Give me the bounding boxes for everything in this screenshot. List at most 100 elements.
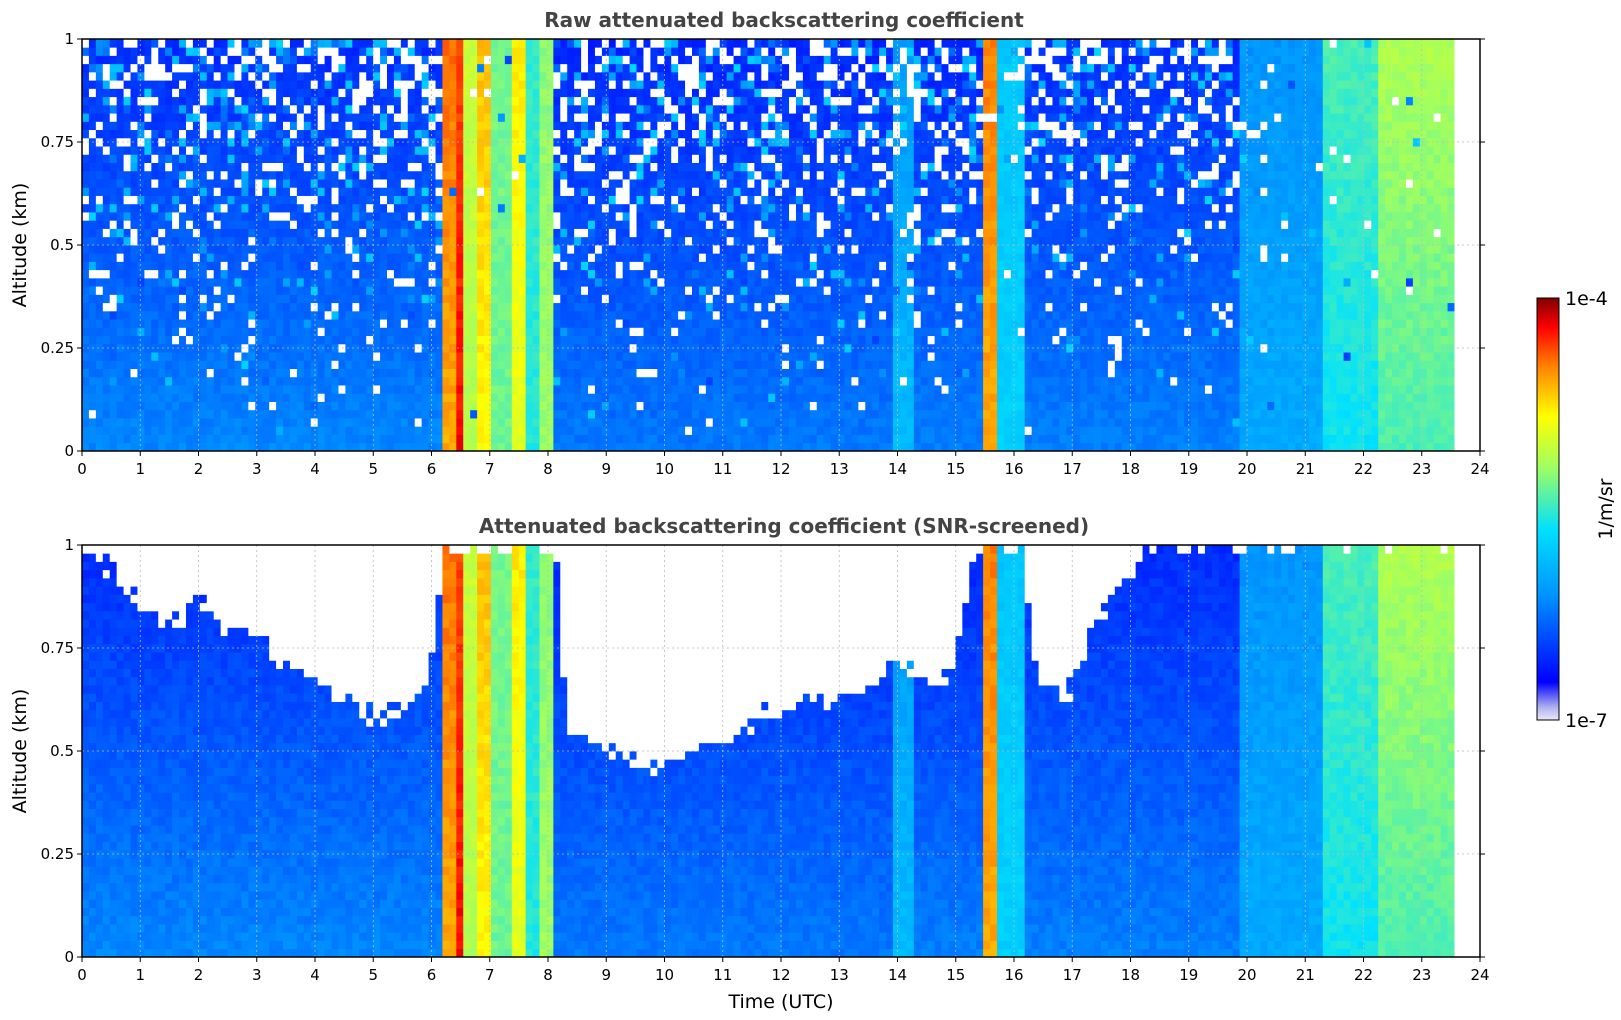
heatmap-cell: [400, 286, 409, 295]
heatmap-cell: [685, 261, 693, 271]
heatmap-cell: [615, 71, 624, 81]
heatmap-cell: [317, 310, 326, 320]
heatmap-cell: [213, 401, 222, 411]
heatmap-cell: [324, 104, 332, 114]
heatmap-cell: [435, 47, 443, 56]
heatmap-cell: [560, 409, 568, 419]
heatmap-cell: [428, 55, 436, 65]
heatmap-cell: [497, 442, 506, 452]
heatmap-cell: [199, 352, 208, 361]
heatmap-cell: [387, 113, 395, 122]
heatmap-cell: [643, 212, 651, 221]
heatmap-cell: [504, 146, 513, 155]
heatmap-cell: [553, 442, 561, 452]
heatmap-cell: [269, 261, 277, 271]
heatmap-cell: [588, 294, 596, 304]
heatmap-cell: [82, 327, 90, 337]
heatmap-cell: [705, 393, 714, 402]
heatmap-cell: [172, 39, 180, 48]
heatmap-cell: [317, 385, 326, 394]
heatmap-cell: [525, 310, 533, 320]
heatmap-cell: [449, 393, 457, 402]
heatmap-cell: [428, 129, 436, 139]
heatmap-cell: [608, 212, 617, 221]
heatmap-cell: [435, 294, 443, 304]
heatmap-cell: [414, 121, 423, 131]
heatmap-cell: [691, 80, 700, 89]
heatmap-cell: [255, 154, 263, 163]
heatmap-cell: [664, 327, 672, 337]
heatmap-cell: [241, 360, 249, 369]
heatmap-cell: [393, 129, 402, 139]
heatmap-cell: [102, 376, 111, 386]
heatmap-cell: [484, 146, 492, 155]
heatmap-cell: [691, 294, 700, 304]
heatmap-cell: [650, 228, 658, 238]
heatmap-cell: [511, 360, 520, 369]
heatmap-cell: [338, 187, 346, 196]
heatmap-cell: [761, 426, 769, 435]
heatmap-cells: [82, 39, 1469, 452]
heatmap-cell: [574, 294, 582, 304]
heatmap-cell: [685, 129, 693, 139]
heatmap-cell: [726, 212, 734, 221]
heatmap-cell: [726, 376, 734, 386]
heatmap-cell: [296, 113, 305, 122]
heatmap-cell: [130, 426, 138, 435]
heatmap-cell: [144, 286, 152, 295]
heatmap-cell: [671, 253, 679, 262]
heatmap-cell: [151, 80, 159, 89]
heatmap-cell: [331, 360, 339, 369]
heatmap-cell: [636, 401, 644, 411]
heatmap-cell: [678, 245, 686, 254]
heatmap-cell: [477, 203, 485, 213]
heatmap-cell: [456, 335, 464, 345]
heatmap-cell: [234, 104, 242, 114]
heatmap-cell: [283, 253, 291, 262]
heatmap-cell: [560, 368, 568, 378]
heatmap-cell: [185, 294, 194, 304]
heatmap-cell: [712, 80, 721, 89]
heatmap-cell: [456, 162, 464, 172]
heatmap-cell: [601, 327, 610, 337]
heatmap-cell: [698, 104, 707, 114]
heatmap-cell: [88, 88, 97, 98]
heatmap-cell: [636, 376, 644, 386]
heatmap-cell: [532, 55, 540, 65]
heatmap-cell: [539, 71, 547, 81]
heatmap-cell: [241, 129, 249, 139]
heatmap-cell: [137, 368, 145, 378]
heatmap-cell: [206, 88, 215, 98]
heatmap-cell: [102, 277, 111, 287]
heatmap-cell: [380, 253, 388, 262]
heatmap-cell: [151, 212, 159, 221]
heatmap-cell: [726, 245, 734, 254]
heatmap-cell: [691, 310, 700, 320]
heatmap-cell: [650, 286, 658, 295]
heatmap-cell: [88, 146, 97, 155]
heatmap-cell: [761, 39, 769, 48]
heatmap-cell: [470, 319, 478, 328]
heatmap-cell: [116, 170, 124, 180]
heatmap-cell: [705, 55, 714, 65]
heatmap-cell: [345, 368, 353, 378]
heatmap-cell: [463, 261, 471, 271]
heatmap-cell: [172, 418, 180, 427]
heatmap-cell: [276, 39, 284, 48]
heatmap-cell: [698, 418, 707, 427]
heatmap-cell: [691, 401, 700, 411]
heatmap-cell: [560, 55, 568, 65]
heatmap-cell: [303, 286, 312, 295]
heatmap-cell: [185, 335, 194, 345]
heatmap-cell: [490, 63, 499, 73]
heatmap-cell: [338, 269, 346, 279]
heatmap-cell: [705, 294, 714, 304]
heatmap-cell: [664, 154, 672, 163]
heatmap-cell: [289, 55, 298, 65]
heatmap-cell: [172, 269, 180, 279]
heatmap-cell: [269, 442, 277, 452]
heatmap-cell: [116, 162, 124, 172]
heatmap-cell: [359, 187, 367, 196]
heatmap-cell: [650, 137, 658, 147]
heatmap-cell: [393, 154, 402, 163]
